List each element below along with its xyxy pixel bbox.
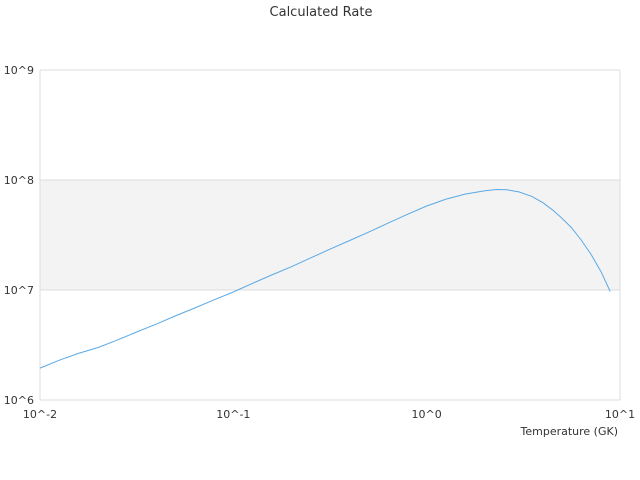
plot-series [39, 188, 611, 369]
y-tick-label: 10^8 [4, 174, 34, 187]
rate-series-line [39, 188, 611, 369]
chart-title: Calculated Rate [270, 5, 373, 20]
y-tick-label: 10^7 [4, 284, 34, 297]
plot-band [40, 180, 620, 290]
plot-bands [40, 180, 620, 290]
plot-grid [39, 69, 621, 401]
x-tick-label: 10^-2 [23, 408, 57, 421]
x-tick-label: 10^1 [605, 408, 635, 421]
x-axis-label: Temperature (GK) [520, 425, 619, 438]
y-tick-label: 10^6 [4, 394, 34, 407]
x-tick-label: 10^-1 [216, 408, 250, 421]
x-axis-ticks: 10^-2 10^-1 10^0 10^1 [23, 408, 635, 421]
y-tick-label: 10^9 [4, 64, 34, 77]
x-tick-label: 10^0 [412, 408, 442, 421]
y-axis-ticks: 10^6 10^7 10^8 10^9 [4, 64, 34, 407]
